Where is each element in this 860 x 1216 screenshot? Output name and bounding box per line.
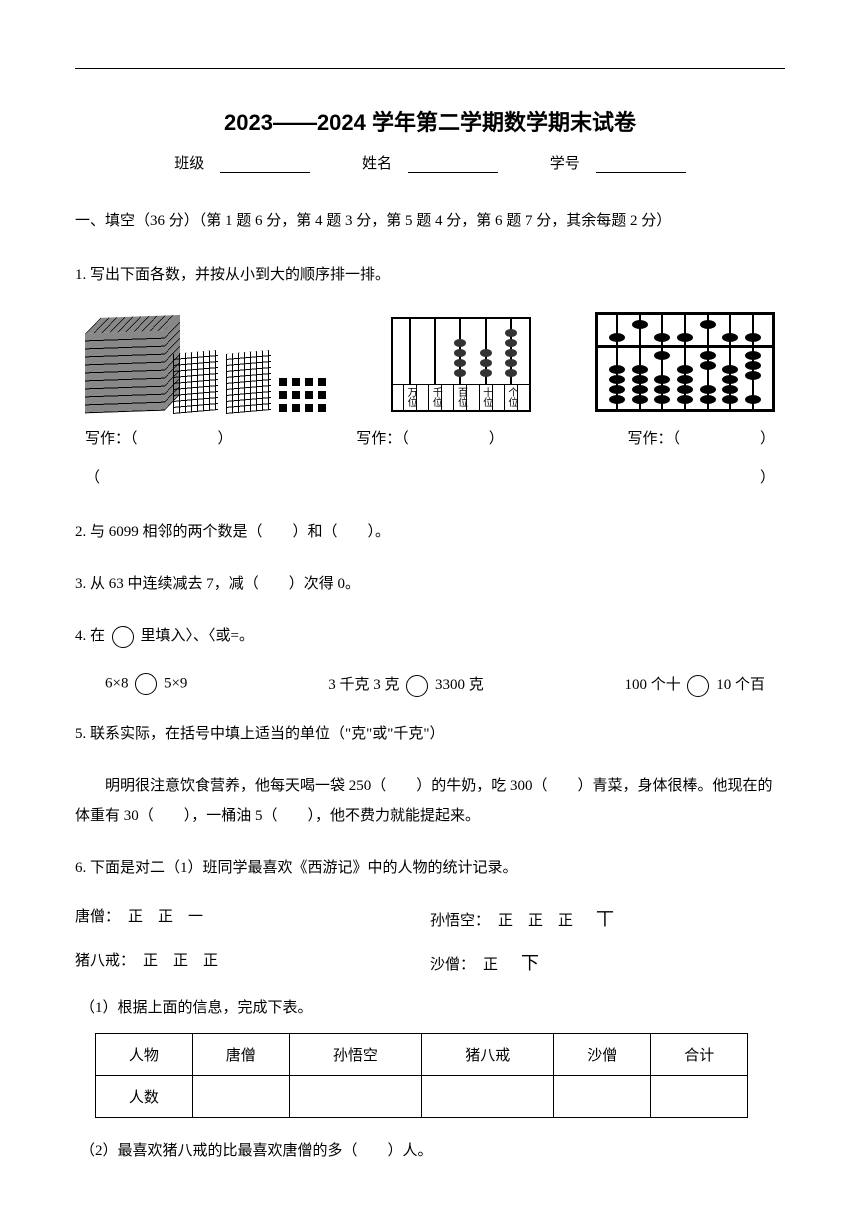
table-cell[interactable] — [289, 1075, 421, 1117]
tally-row-1: 唐僧：正 正 一 孙悟空：正 正 正 丅 — [75, 905, 785, 931]
paren-open: （ — [85, 466, 100, 487]
table-data-row: 人数 — [96, 1075, 748, 1117]
tally-tang: 唐僧：正 正 一 — [75, 905, 430, 931]
section1-header: 一、填空（36 分）（第 1 题 6 分，第 4 题 3 分，第 5 题 4 分… — [75, 208, 785, 235]
table-cell[interactable] — [651, 1075, 748, 1117]
unit-dots-icon — [279, 378, 326, 412]
id-label: 学号 — [550, 156, 580, 172]
q1-order-row: （ ） — [75, 466, 785, 487]
thousand-cube-icon — [85, 331, 165, 414]
page-title: 2023——2024 学年第二学期数学期末试卷 — [75, 105, 785, 137]
table-cell[interactable] — [192, 1075, 289, 1117]
table-header: 唐僧 — [192, 1033, 289, 1075]
question-1: 1. 写出下面各数，并按从小到大的顺序排一排。 — [75, 260, 785, 290]
compare-item-3: 100 个十 10 个百 — [624, 673, 765, 697]
compare-item-2: 3 千克 3 克 3300 克 — [328, 673, 484, 697]
hundred-flat-icon — [226, 350, 271, 414]
header-fields: 班级 姓名 学号 — [75, 152, 785, 173]
paren-close: ） — [760, 466, 775, 487]
circle-icon — [112, 626, 134, 648]
compare-item-1: 6×8 5×9 — [105, 673, 187, 697]
cube-blocks-image — [85, 332, 326, 412]
id-field[interactable] — [596, 157, 686, 173]
tally-zhu: 猪八戒：正 正 正 — [75, 949, 430, 975]
question-3: 3. 从 63 中连续减去 7，减（ ）次得 0。 — [75, 569, 785, 599]
question-6-sub2: （2）最喜欢猪八戒的比最喜欢唐僧的多（ ）人。 — [75, 1136, 785, 1166]
class-label: 班级 — [174, 156, 204, 172]
q4-compare-row: 6×8 5×9 3 千克 3 克 3300 克 100 个十 10 个百 — [75, 673, 785, 697]
place-label: 百位 — [453, 385, 467, 412]
write-item-2: 写作：（） — [315, 427, 545, 448]
question-2: 2. 与 6099 相邻的两个数是（ ）和（ ）。 — [75, 517, 785, 547]
suanpan-abacus-image — [595, 312, 775, 412]
counting-frame-image: 万位 千位 百位 十位 个位 — [391, 317, 531, 412]
table-row-label: 人数 — [96, 1075, 193, 1117]
place-label: 十位 — [479, 385, 493, 412]
place-label: 个位 — [504, 385, 518, 412]
write-item-1: 写作：（） — [85, 427, 315, 448]
circle-icon[interactable] — [406, 675, 428, 697]
question-4: 4. 在 里填入〉、〈或=。 — [75, 621, 785, 651]
table-header: 沙僧 — [554, 1033, 651, 1075]
table-header: 合计 — [651, 1033, 748, 1075]
table-header: 人物 — [96, 1033, 193, 1075]
class-field[interactable] — [220, 157, 310, 173]
table-cell[interactable] — [422, 1075, 554, 1117]
q6-table: 人物 唐僧 孙悟空 猪八戒 沙僧 合计 人数 — [95, 1033, 748, 1118]
table-cell[interactable] — [554, 1075, 651, 1117]
page-top-line — [75, 68, 785, 69]
circle-icon[interactable] — [135, 673, 157, 695]
q1-images: 万位 千位 百位 十位 个位 — [75, 312, 785, 412]
question-6-sub1: （1）根据上面的信息，完成下表。 — [75, 993, 785, 1023]
question-6: 6. 下面是对二（1）班同学最喜欢《西游记》中的人物的统计记录。 — [75, 853, 785, 883]
tally-row-2: 猪八戒：正 正 正 沙僧：正 下 — [75, 949, 785, 975]
tally-sha: 沙僧：正 下 — [430, 949, 785, 975]
name-label: 姓名 — [362, 156, 392, 172]
name-field[interactable] — [408, 157, 498, 173]
hundred-flat-icon — [173, 350, 218, 414]
circle-icon[interactable] — [687, 675, 709, 697]
write-item-3: 写作：（） — [545, 427, 775, 448]
table-header: 孙悟空 — [289, 1033, 421, 1075]
q1-write-row: 写作：（） 写作：（） 写作：（） — [75, 427, 785, 448]
place-label: 千位 — [428, 385, 442, 412]
tally-sun: 孙悟空：正 正 正 丅 — [430, 905, 785, 931]
question-5-body: 明明很注意饮食营养，他每天喝一袋 250（ ）的牛奶，吃 300（ ）青菜，身体… — [75, 771, 785, 831]
table-header-row: 人物 唐僧 孙悟空 猪八戒 沙僧 合计 — [96, 1033, 748, 1075]
table-header: 猪八戒 — [422, 1033, 554, 1075]
place-label: 万位 — [403, 385, 417, 412]
question-5: 5. 联系实际，在括号中填上适当的单位（"克"或"千克"） — [75, 719, 785, 749]
